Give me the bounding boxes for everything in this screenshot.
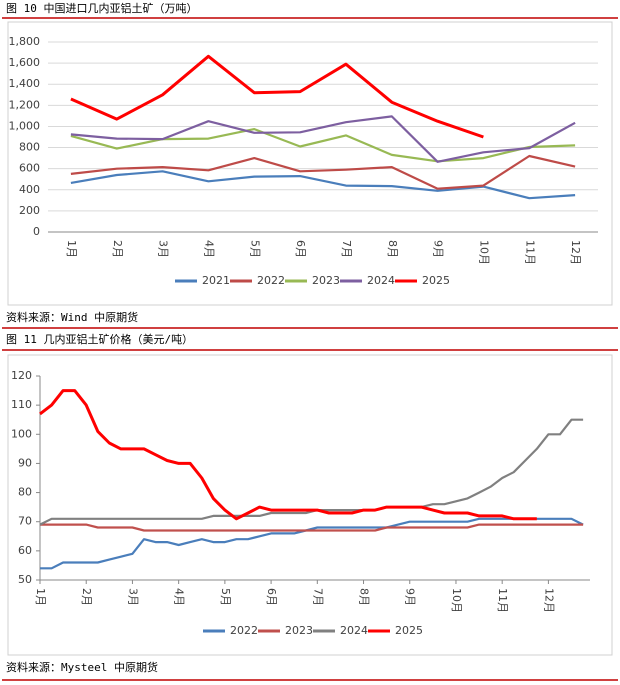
chart-frame xyxy=(7,354,613,656)
legend-label: 2022 xyxy=(230,624,258,637)
x-tick-label: 5月 xyxy=(248,240,261,258)
source-note: 资料来源：Wind 中原期货 xyxy=(6,310,138,324)
y-tick-label: 120 xyxy=(11,369,32,382)
series-line xyxy=(40,517,584,570)
y-tick-label: 600 xyxy=(19,162,40,175)
y-tick-label: 0 xyxy=(33,225,40,238)
legend-label: 2024 xyxy=(340,624,368,637)
x-tick-label: 6月 xyxy=(294,240,307,258)
legend-label: 2022 xyxy=(257,274,285,287)
x-tick-label: 3月 xyxy=(157,240,170,258)
x-tick-label: 12月 xyxy=(569,240,582,265)
x-tick-label: 4月 xyxy=(202,240,215,258)
y-tick-label: 100 xyxy=(11,427,32,440)
x-tick-label: 9月 xyxy=(432,240,445,258)
series-line xyxy=(70,54,484,139)
x-tick-label: 7月 xyxy=(311,588,324,606)
x-tick-label: 12月 xyxy=(542,588,555,613)
x-tick-label: 4月 xyxy=(173,588,186,606)
x-tick-label: 5月 xyxy=(219,588,232,606)
x-tick-label: 2月 xyxy=(111,240,124,258)
figure-caption: 图 10 中国进口几内亚铝土矿（万吨） xyxy=(6,1,198,15)
series-line xyxy=(39,389,537,521)
legend-label: 2025 xyxy=(395,624,423,637)
x-tick-label: 8月 xyxy=(358,588,371,606)
y-tick-label: 1,600 xyxy=(9,56,41,69)
legend-label: 2023 xyxy=(312,274,340,287)
series-line xyxy=(70,128,576,163)
x-tick-label: 8月 xyxy=(386,240,399,258)
series-line xyxy=(70,154,576,190)
y-tick-label: 1,400 xyxy=(9,77,41,90)
y-tick-label: 50 xyxy=(18,573,32,586)
legend-label: 2023 xyxy=(285,624,313,637)
x-tick-label: 6月 xyxy=(265,588,278,606)
legend-label: 2021 xyxy=(202,274,230,287)
y-tick-label: 90 xyxy=(18,456,32,469)
x-tick-label: 9月 xyxy=(404,588,417,606)
y-tick-label: 200 xyxy=(19,204,40,217)
y-tick-label: 400 xyxy=(19,183,40,196)
y-tick-label: 80 xyxy=(18,486,32,499)
y-tick-label: 800 xyxy=(19,141,40,154)
legend-label: 2025 xyxy=(422,274,450,287)
x-tick-label: 10月 xyxy=(477,240,490,265)
y-tick-label: 60 xyxy=(18,544,32,557)
legend-label: 2024 xyxy=(367,274,395,287)
x-tick-label: 1月 xyxy=(34,588,47,606)
y-tick-label: 110 xyxy=(11,398,32,411)
y-tick-label: 1,000 xyxy=(9,119,41,132)
y-tick-label: 1,200 xyxy=(9,98,41,111)
x-tick-label: 7月 xyxy=(340,240,353,258)
x-tick-label: 11月 xyxy=(523,240,536,265)
x-tick-label: 11月 xyxy=(496,588,509,613)
series-line xyxy=(70,115,576,163)
x-tick-label: 10月 xyxy=(450,588,463,613)
figure-caption: 图 11 几内亚铝土矿价格（美元/吨） xyxy=(6,332,193,346)
x-tick-label: 3月 xyxy=(126,588,139,606)
series-line xyxy=(40,523,584,532)
source-note: 资料来源：Mysteel 中原期货 xyxy=(6,660,158,674)
x-tick-label: 2月 xyxy=(80,588,93,606)
chart-frame xyxy=(7,21,613,306)
x-tick-label: 1月 xyxy=(65,240,78,258)
series-line xyxy=(70,170,576,200)
y-tick-label: 70 xyxy=(18,515,32,528)
y-tick-label: 1,800 xyxy=(9,35,41,48)
